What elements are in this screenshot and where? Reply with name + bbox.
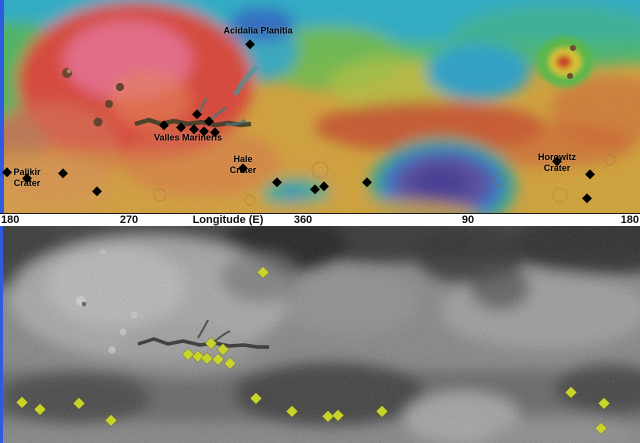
axis-tick-270: 270 xyxy=(119,214,139,226)
valles-marineris-label: Valles Marineris xyxy=(153,132,223,143)
axis-tick-360: 360 xyxy=(293,214,313,226)
acidalia-planitia-label: Acidalia Planitia xyxy=(223,25,293,36)
longitude-axis: Longitude (E) 180 270 360 90 180 xyxy=(0,213,640,226)
left-edge-strip xyxy=(0,226,3,443)
mars-albedo-map xyxy=(0,226,640,443)
palikir-crater-label: Palikir Crater xyxy=(13,167,41,188)
left-edge-strip xyxy=(0,0,4,213)
axis-tick-180: 180 xyxy=(620,214,639,226)
topo-grain-light xyxy=(0,0,640,213)
axis-tick-180: 180 xyxy=(1,214,20,226)
albedo-grain-light xyxy=(0,226,640,443)
mars-topography-map xyxy=(0,0,640,213)
axis-title: Longitude (E) xyxy=(192,214,264,226)
axis-tick-90: 90 xyxy=(461,214,475,226)
